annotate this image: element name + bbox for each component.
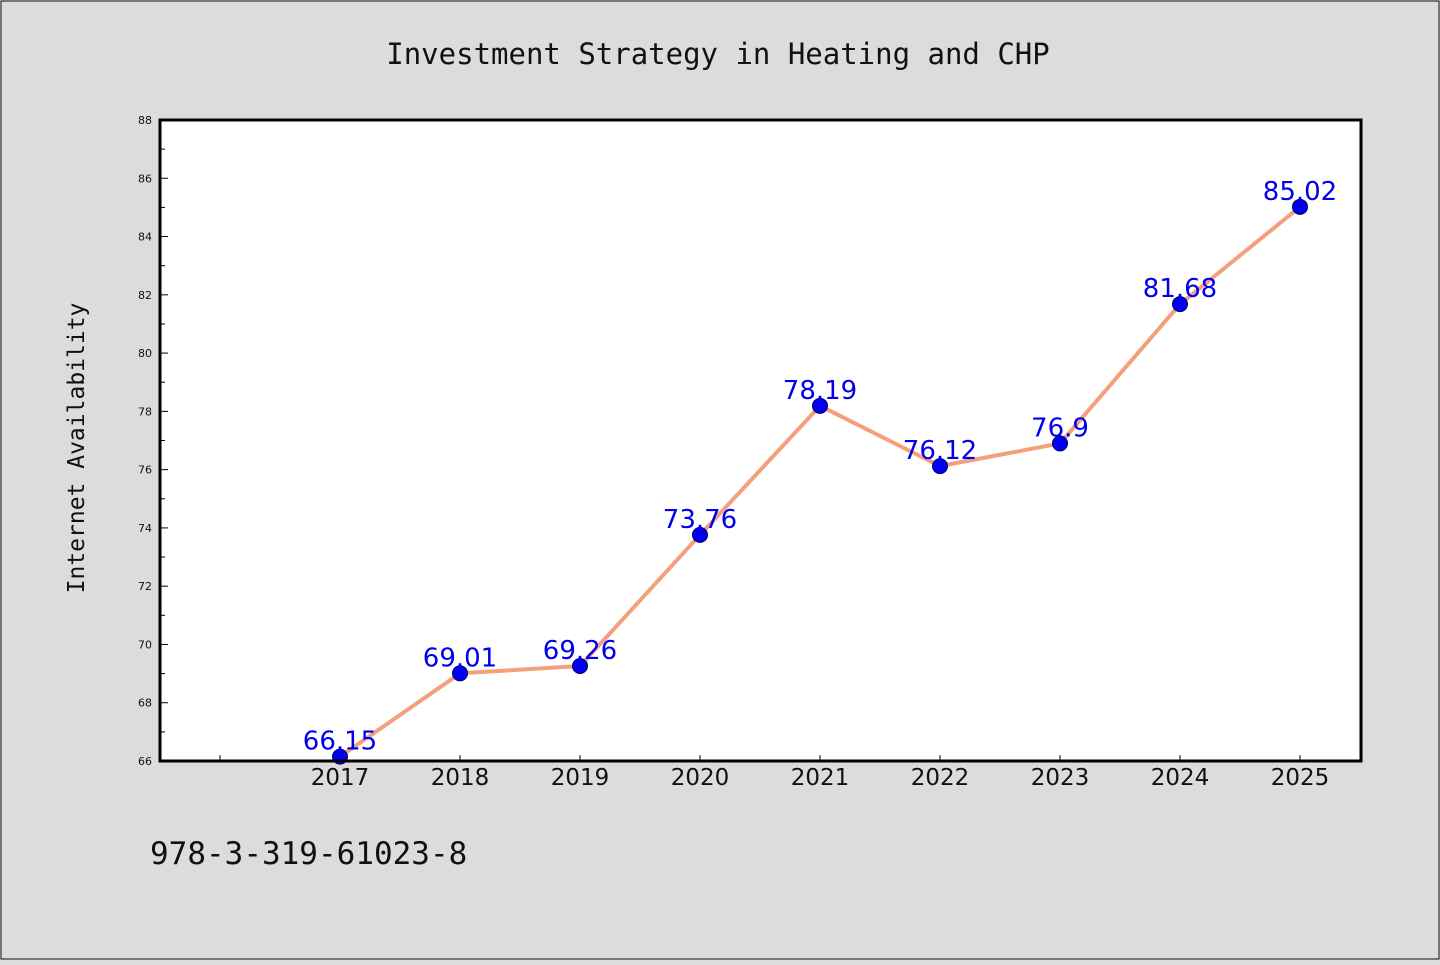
data-label: 69.26	[543, 636, 617, 666]
data-label: 69.01	[423, 643, 497, 673]
x-tick-label: 2017	[311, 765, 370, 791]
y-tick-label: 68	[138, 697, 152, 710]
y-tick-label: 78	[138, 405, 152, 418]
y-tick-label: 88	[138, 114, 152, 127]
data-label: 76.9	[1031, 413, 1089, 443]
data-label: 85.02	[1263, 177, 1337, 207]
y-tick-label: 84	[138, 231, 152, 244]
plot-frame	[158, 118, 1363, 763]
data-markers	[332, 198, 1308, 765]
data-point	[812, 397, 828, 414]
x-tick-label: 2024	[1151, 765, 1210, 791]
y-axis-label: Internet Availability	[64, 303, 90, 594]
y-tick-label: 86	[138, 172, 152, 185]
data-label: 78.19	[783, 376, 857, 406]
data-label: 66.15	[303, 727, 377, 757]
x-tick-label: 2022	[911, 765, 970, 791]
data-label: 73.76	[663, 505, 737, 535]
y-tick-label: 76	[138, 464, 152, 477]
y-tick-label: 72	[138, 580, 152, 593]
data-point	[1052, 435, 1068, 452]
chart-title: Investment Strategy in Heating and CHP	[386, 37, 1049, 71]
plot-area	[160, 120, 1361, 761]
y-tick-label: 74	[138, 522, 152, 535]
x-tick-label: 2021	[791, 765, 850, 791]
data-point	[572, 658, 588, 675]
data-point	[692, 526, 708, 543]
x-tick-label: 2019	[551, 765, 610, 791]
x-tick-label: 2023	[1031, 765, 1090, 791]
data-label: 76.12	[903, 436, 977, 466]
y-tick-label: 70	[138, 638, 152, 651]
data-point	[932, 458, 948, 475]
y-tick-label: 82	[138, 289, 152, 302]
y-tick-label: 80	[138, 347, 152, 360]
x-tick-label: 2020	[671, 765, 730, 791]
data-labels: 66.15 69.01 69.26 73.76 78.19 76.12 76.9 81.68 8…	[303, 177, 1337, 757]
x-axis-ticks: 2017 2018 2019 2020 2021 2022 2023 2024 2025	[219, 755, 1330, 791]
data-point	[1292, 198, 1308, 215]
x-tick-label: 2025	[1271, 765, 1330, 791]
data-point	[452, 665, 468, 682]
isbn-text: 978-3-319-61023-8	[150, 836, 467, 872]
data-point	[1172, 296, 1188, 313]
data-label: 81.68	[1143, 274, 1217, 304]
y-tick-label: 66	[138, 755, 152, 768]
x-tick-label: 2018	[431, 765, 490, 791]
